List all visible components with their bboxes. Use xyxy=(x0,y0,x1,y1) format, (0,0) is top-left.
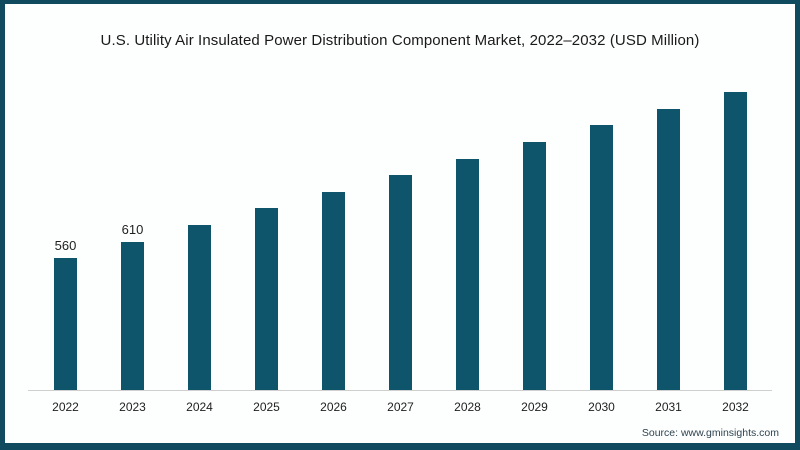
x-axis-label-2031: 2031 xyxy=(655,400,682,414)
bar-2022 xyxy=(54,258,77,391)
bar-slot-2031 xyxy=(635,89,702,391)
x-axis-label-2030: 2030 xyxy=(588,400,615,414)
bar-2028 xyxy=(456,159,479,391)
bar-2026 xyxy=(322,192,345,391)
bar-2031 xyxy=(657,109,680,391)
bar-2029 xyxy=(523,142,546,391)
bar-slot-2025 xyxy=(233,188,300,391)
bar-slot-2026 xyxy=(300,172,367,391)
bar-2024 xyxy=(188,225,211,391)
bar-value-label-2022: 560 xyxy=(54,238,77,253)
x-axis-line xyxy=(28,390,772,391)
bar-slot-2032 xyxy=(702,72,769,391)
bar-2030 xyxy=(590,125,613,391)
plot-area: 560 610 xyxy=(32,61,769,391)
x-axis-label-2028: 2028 xyxy=(454,400,481,414)
x-axis-label-2027: 2027 xyxy=(387,400,414,414)
bar-2025 xyxy=(255,208,278,391)
x-axis-label-2023: 2023 xyxy=(119,400,146,414)
x-axis-label-2032: 2032 xyxy=(722,400,749,414)
x-axis-label-2024: 2024 xyxy=(186,400,213,414)
bar-2032 xyxy=(724,92,747,391)
bar-slot-2023: 610 xyxy=(99,222,166,391)
x-axis-label-2026: 2026 xyxy=(320,400,347,414)
x-axis-label-2029: 2029 xyxy=(521,400,548,414)
bar-value-label-2023: 610 xyxy=(121,222,144,237)
source-attribution: Source: www.gminsights.com xyxy=(641,427,779,439)
bar-slot-2027 xyxy=(367,155,434,391)
x-axis-label-2022: 2022 xyxy=(52,400,79,414)
bar-slot-2028 xyxy=(434,139,501,391)
bar-slot-2029 xyxy=(501,122,568,391)
x-axis-label-2025: 2025 xyxy=(253,400,280,414)
x-axis-labels: 2022 2023 2024 2025 2026 2027 2028 2029 2030 2031… xyxy=(32,400,769,414)
bar-slot-2022: 560 xyxy=(32,238,99,391)
bar-2027 xyxy=(389,175,412,391)
bar-slot-2030 xyxy=(568,105,635,391)
bar-slot-2024 xyxy=(166,205,233,391)
bar-2023 xyxy=(121,242,144,391)
chart-title: U.S. Utility Air Insulated Power Distrib… xyxy=(100,32,700,49)
